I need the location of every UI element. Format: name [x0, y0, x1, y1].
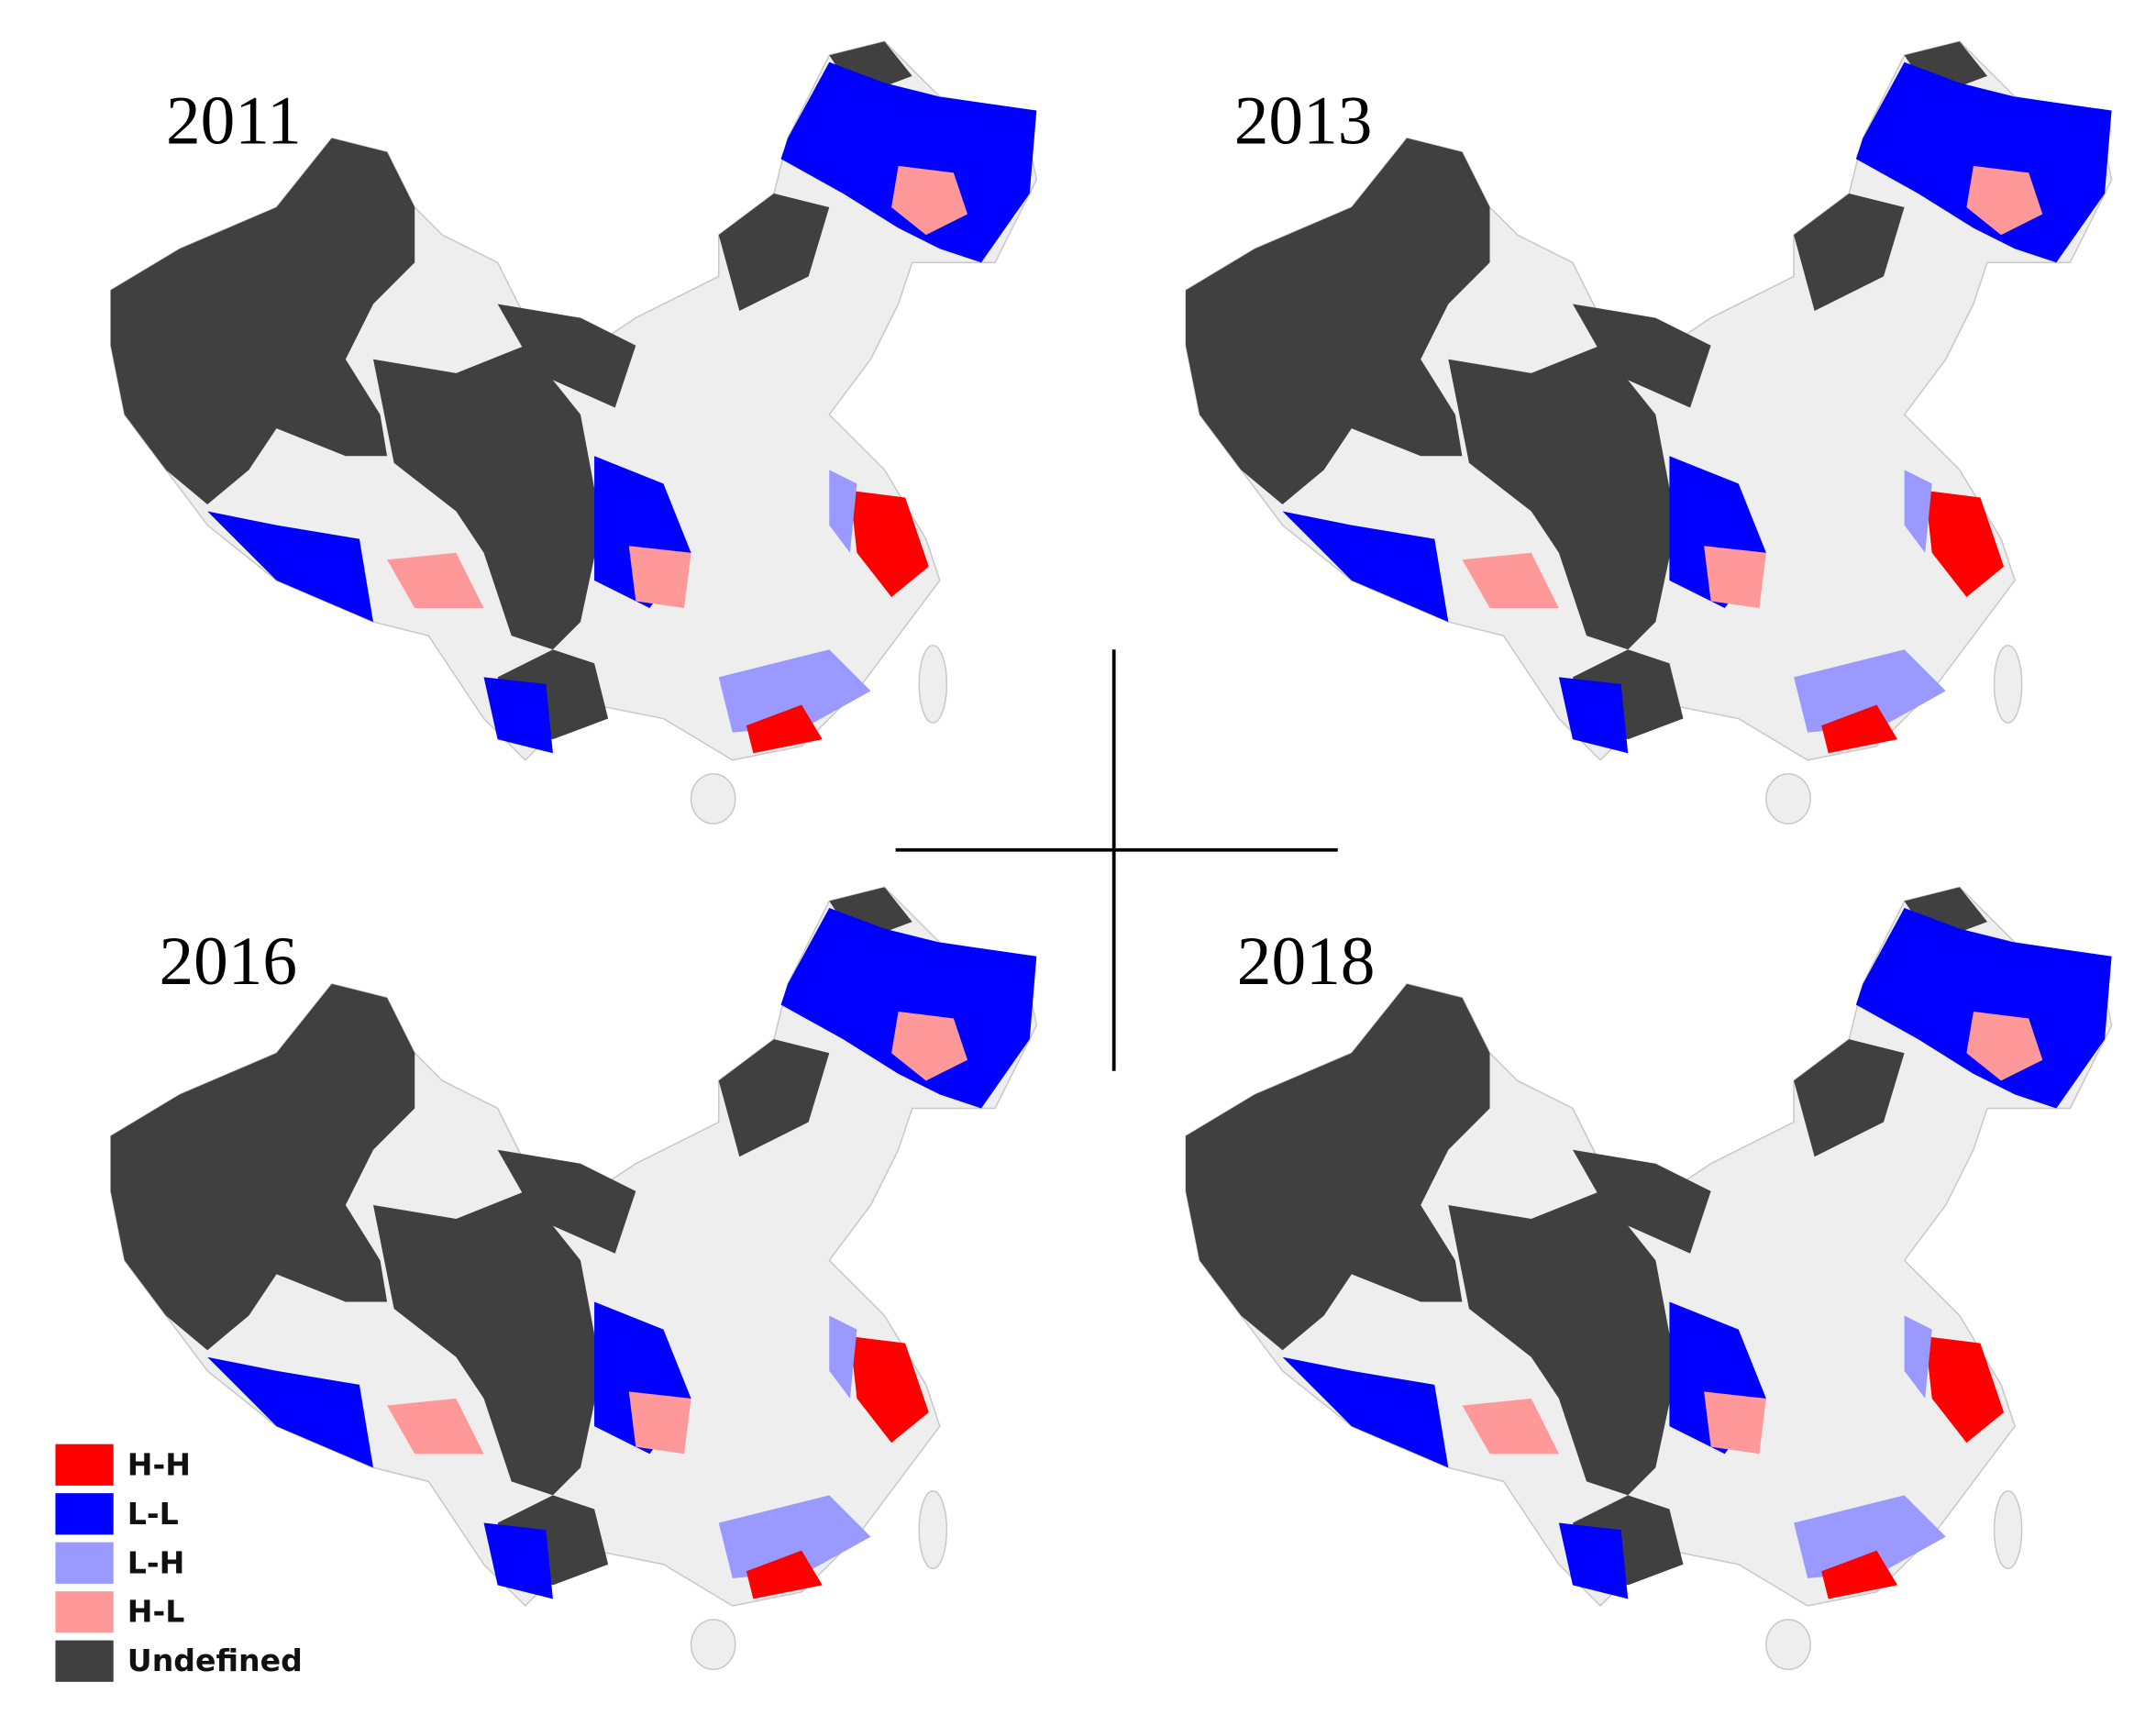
legend-label: L-L	[127, 1496, 179, 1532]
map-2016	[109, 886, 1038, 1671]
legend-swatch	[55, 1444, 114, 1486]
legend-swatch	[55, 1542, 114, 1584]
legend-label: L-H	[127, 1544, 185, 1580]
map-2018	[1185, 886, 2113, 1671]
year-label: 2013	[1234, 83, 1373, 160]
legend-label: H-L	[127, 1594, 185, 1630]
legend-swatch	[55, 1493, 114, 1535]
legend-swatch	[55, 1640, 114, 1682]
legend-swatch	[55, 1591, 114, 1633]
year-label: 2011	[166, 83, 302, 160]
legend-label: Undefined	[127, 1643, 303, 1678]
legend: H-H L-L L-H H-L Undefined	[55, 1444, 303, 1682]
year-label: 2016	[159, 924, 297, 1000]
year-label: 2018	[1237, 924, 1376, 1000]
legend-label: H-H	[127, 1446, 191, 1482]
